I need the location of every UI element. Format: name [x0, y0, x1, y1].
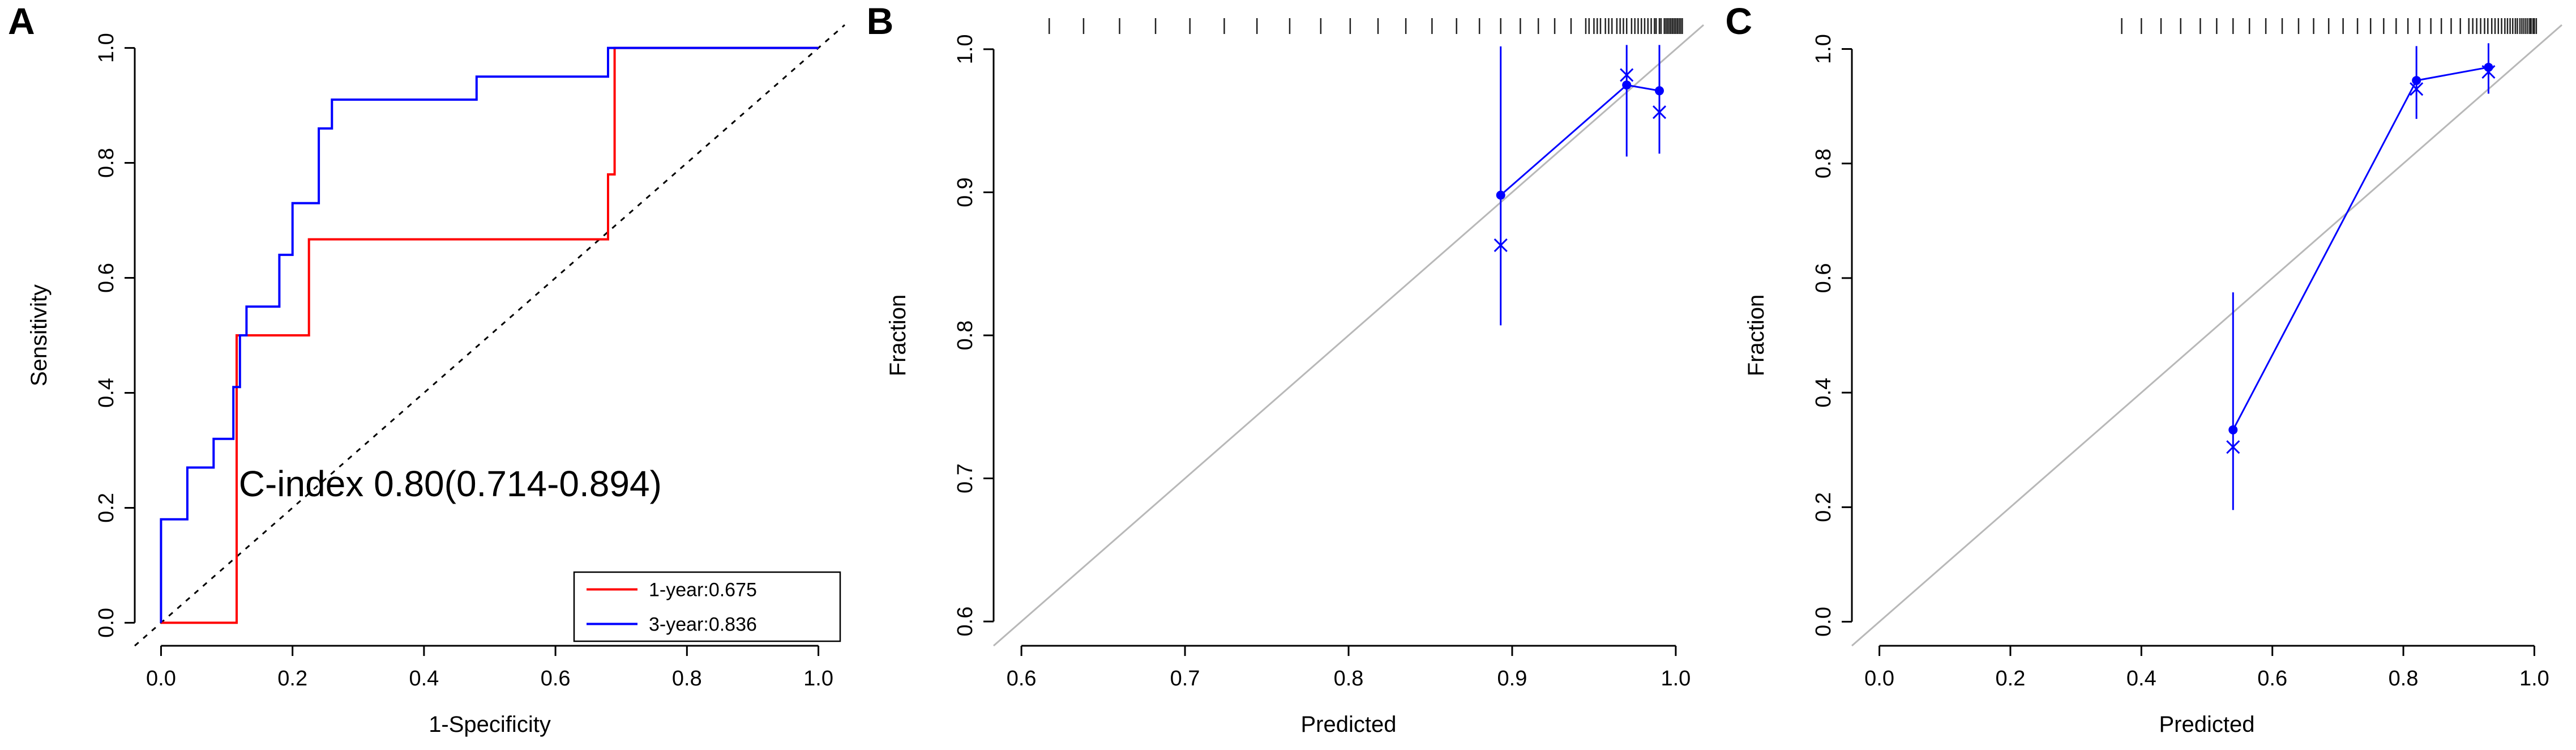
x-tick-label: 0.6	[1006, 667, 1036, 691]
y-tick-label: 0.6	[953, 607, 977, 637]
rug-marks	[1048, 18, 1683, 34]
rug-marks	[2121, 18, 2538, 34]
y-tick-label: 0.2	[95, 493, 118, 523]
x-tick-label: 0.4	[2126, 667, 2156, 691]
y-tick-label: 0.4	[1812, 378, 1835, 408]
x-tick-label: 0.6	[2258, 667, 2288, 691]
y-tick-label: 0.8	[953, 321, 977, 351]
reference-diagonal-line	[992, 24, 1704, 647]
y-tick-label: 0.9	[953, 177, 977, 207]
calibration-chart-1year: 0.6 0.7 0.8 0.9 1.0 0.6 0.7 0.8 0.9 1.0 Predicted F…	[885, 18, 1704, 737]
y-tick-label: 1.0	[1812, 34, 1835, 64]
roc-chart: 0.0 0.2 0.4 0.6 0.8 1.0 0.0 0.2 0.4 0.6 0.8 1.0 1-Sp…	[27, 24, 845, 737]
panel-label-b: B	[866, 0, 894, 42]
y-tick-label: 1.0	[953, 35, 977, 65]
panel-label-a: A	[8, 0, 35, 42]
x-marker	[2226, 440, 2240, 454]
annotation-cindex: C-index 0.80(0.714-0.894)	[239, 463, 662, 504]
x-marker	[1619, 68, 1633, 82]
calibration-chart-3year: 0.0 0.2 0.4 0.6 0.8 1.0 0.0 0.2 0.4 0.6 0.8 1.0 Pred…	[1744, 18, 2563, 737]
panel-label-c: C	[1725, 0, 1752, 42]
y-axis-label: Sensitivity	[27, 284, 52, 386]
y-tick-label: 0.8	[95, 148, 118, 178]
x-marker	[1652, 105, 1666, 120]
panel-c: C 0.0 0.2 0.4 0.6 0.8 1.0 0.0 0.2 0.4 0.6 0.8 1.0 Pr…	[1717, 0, 2576, 750]
y-tick-label: 0.6	[1812, 263, 1835, 293]
roc-curve-1	[161, 46, 819, 624]
reference-diagonal-line	[1851, 24, 2563, 647]
x-tick-label: 0.8	[672, 667, 702, 691]
legend-entry-label: 3-year:0.836	[649, 614, 757, 636]
y-axis-label: Fraction	[1744, 295, 1769, 377]
x-tick-label: 0.6	[541, 667, 571, 691]
tick-labels: 0.6 0.7 0.8 0.9 1.0 0.6 0.7 0.8 0.9 1.0	[953, 35, 1691, 691]
y-tick-label: 0.0	[1812, 607, 1835, 637]
tick-labels: 0.0 0.2 0.4 0.6 0.8 1.0 0.0 0.2 0.4 0.6 0.8 1.0	[95, 33, 833, 691]
y-tick-label: 1.0	[95, 33, 118, 63]
x-tick-label: 0.9	[1497, 667, 1527, 691]
x-tick-label: 0.0	[1864, 667, 1894, 691]
axes	[983, 48, 1677, 656]
x-tick-label: 0.8	[1333, 667, 1363, 691]
x-tick-label: 0.8	[2389, 667, 2419, 691]
x-axis-label: Predicted	[2159, 712, 2255, 737]
calibration-point	[1496, 190, 1505, 200]
axes	[1842, 48, 2536, 656]
y-tick-label: 0.7	[953, 463, 977, 493]
y-tick-label: 0.6	[95, 263, 118, 293]
axes	[125, 47, 820, 656]
calibration-point	[1654, 86, 1664, 96]
calibration-point	[2412, 76, 2421, 86]
y-tick-label: 0.0	[95, 608, 118, 638]
panel-b: B 0.6 0.7 0.8 0.9 1.0 0.6 0.7 0.8 0.9 1.0 Predicte…	[859, 0, 1718, 750]
y-axis-label: Fraction	[885, 295, 910, 377]
legend: 1-year:0.675 3-year:0.836	[573, 571, 841, 642]
y-tick-label: 0.2	[1812, 492, 1835, 522]
calibration-series	[2226, 43, 2496, 510]
x-axis-label: 1-Specificity	[429, 712, 551, 737]
roc-curve-2	[160, 46, 819, 623]
legend-box	[573, 571, 841, 642]
x-axis-label: Predicted	[1300, 712, 1396, 737]
x-tick-label: 1.0	[803, 667, 833, 691]
x-marker	[2481, 65, 2496, 79]
calibration-point	[2228, 425, 2238, 434]
x-tick-label: 0.4	[409, 667, 439, 691]
x-tick-label: 0.2	[1996, 667, 2026, 691]
reference-diagonal-line	[134, 24, 845, 647]
y-tick-label: 0.4	[95, 378, 118, 408]
x-tick-label: 0.7	[1170, 667, 1200, 691]
calibration-series	[1494, 45, 1666, 326]
calibration-line	[1500, 84, 1659, 196]
x-tick-label: 1.0	[2519, 667, 2549, 691]
legend-entry-label: 1-year:0.675	[649, 579, 757, 601]
panel-a: A 0.0 0.2 0.4 0.6 0.8 1.0 0.0 0.2 0.4 0.6 0.8 1.0 1-…	[0, 0, 859, 750]
calibration-point	[2484, 62, 2493, 72]
y-tick-label: 0.8	[1812, 148, 1835, 178]
tick-labels: 0.0 0.2 0.4 0.6 0.8 1.0 0.0 0.2 0.4 0.6 0.8 1.0	[1812, 34, 2549, 691]
calibration-point	[1621, 80, 1631, 90]
x-tick-label: 0.0	[146, 667, 176, 691]
x-tick-label: 1.0	[1661, 667, 1691, 691]
x-marker	[2410, 82, 2424, 96]
x-tick-label: 0.2	[277, 667, 307, 691]
x-marker	[1494, 238, 1508, 252]
